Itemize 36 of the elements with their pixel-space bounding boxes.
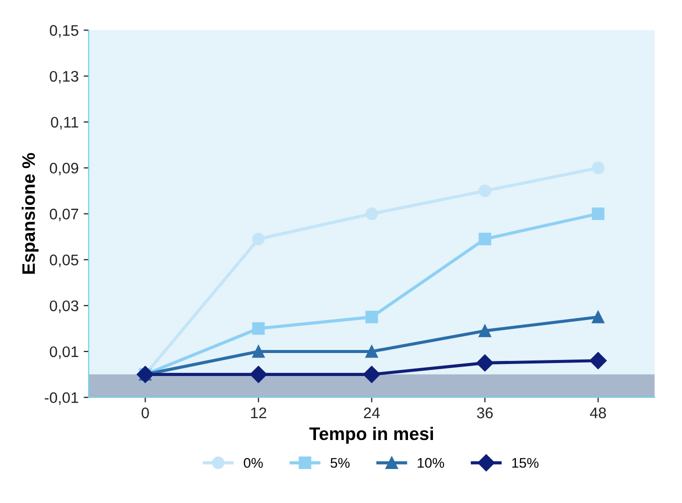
point: [590, 352, 607, 370]
legend-label: 0%: [244, 458, 263, 468]
y-tick-label: 0,05: [50, 254, 78, 268]
y-tick-label: -0,01: [44, 392, 78, 405]
point: [476, 354, 494, 372]
point: [592, 208, 604, 220]
legend-label: 10%: [418, 458, 444, 468]
point: [252, 232, 265, 246]
point: [478, 232, 492, 246]
x-axis-title: Tempo in mesi: [309, 426, 433, 444]
point: [365, 208, 378, 220]
point: [478, 324, 492, 338]
point: [365, 345, 378, 358]
point: [250, 366, 268, 383]
y-tick-label: 0,13: [50, 70, 78, 84]
point: [252, 345, 265, 358]
point: [478, 184, 492, 198]
y-tick-label: 0,01: [50, 346, 78, 359]
y-tick-label: 0,07: [50, 208, 78, 222]
x-tick-label: 48: [590, 407, 606, 418]
legend-label: 5%: [330, 458, 350, 468]
x-tick-label: 36: [476, 407, 493, 418]
point: [365, 310, 378, 324]
point: [592, 310, 604, 324]
legend-label: 15%: [512, 458, 539, 468]
y-tick-label: 0,03: [50, 300, 78, 314]
x-tick-label: 24: [364, 407, 380, 418]
x-tick-label: 0: [142, 407, 149, 418]
point: [592, 162, 604, 174]
y-tick-label: 0,09: [50, 162, 78, 176]
point: [363, 366, 380, 383]
y-tick-label: 0,11: [50, 116, 78, 130]
point: [252, 322, 265, 335]
y-tick-label: 0,15: [50, 25, 78, 38]
y-axis-title: Espansione %: [22, 153, 39, 274]
x-tick-label: 12: [251, 407, 266, 418]
